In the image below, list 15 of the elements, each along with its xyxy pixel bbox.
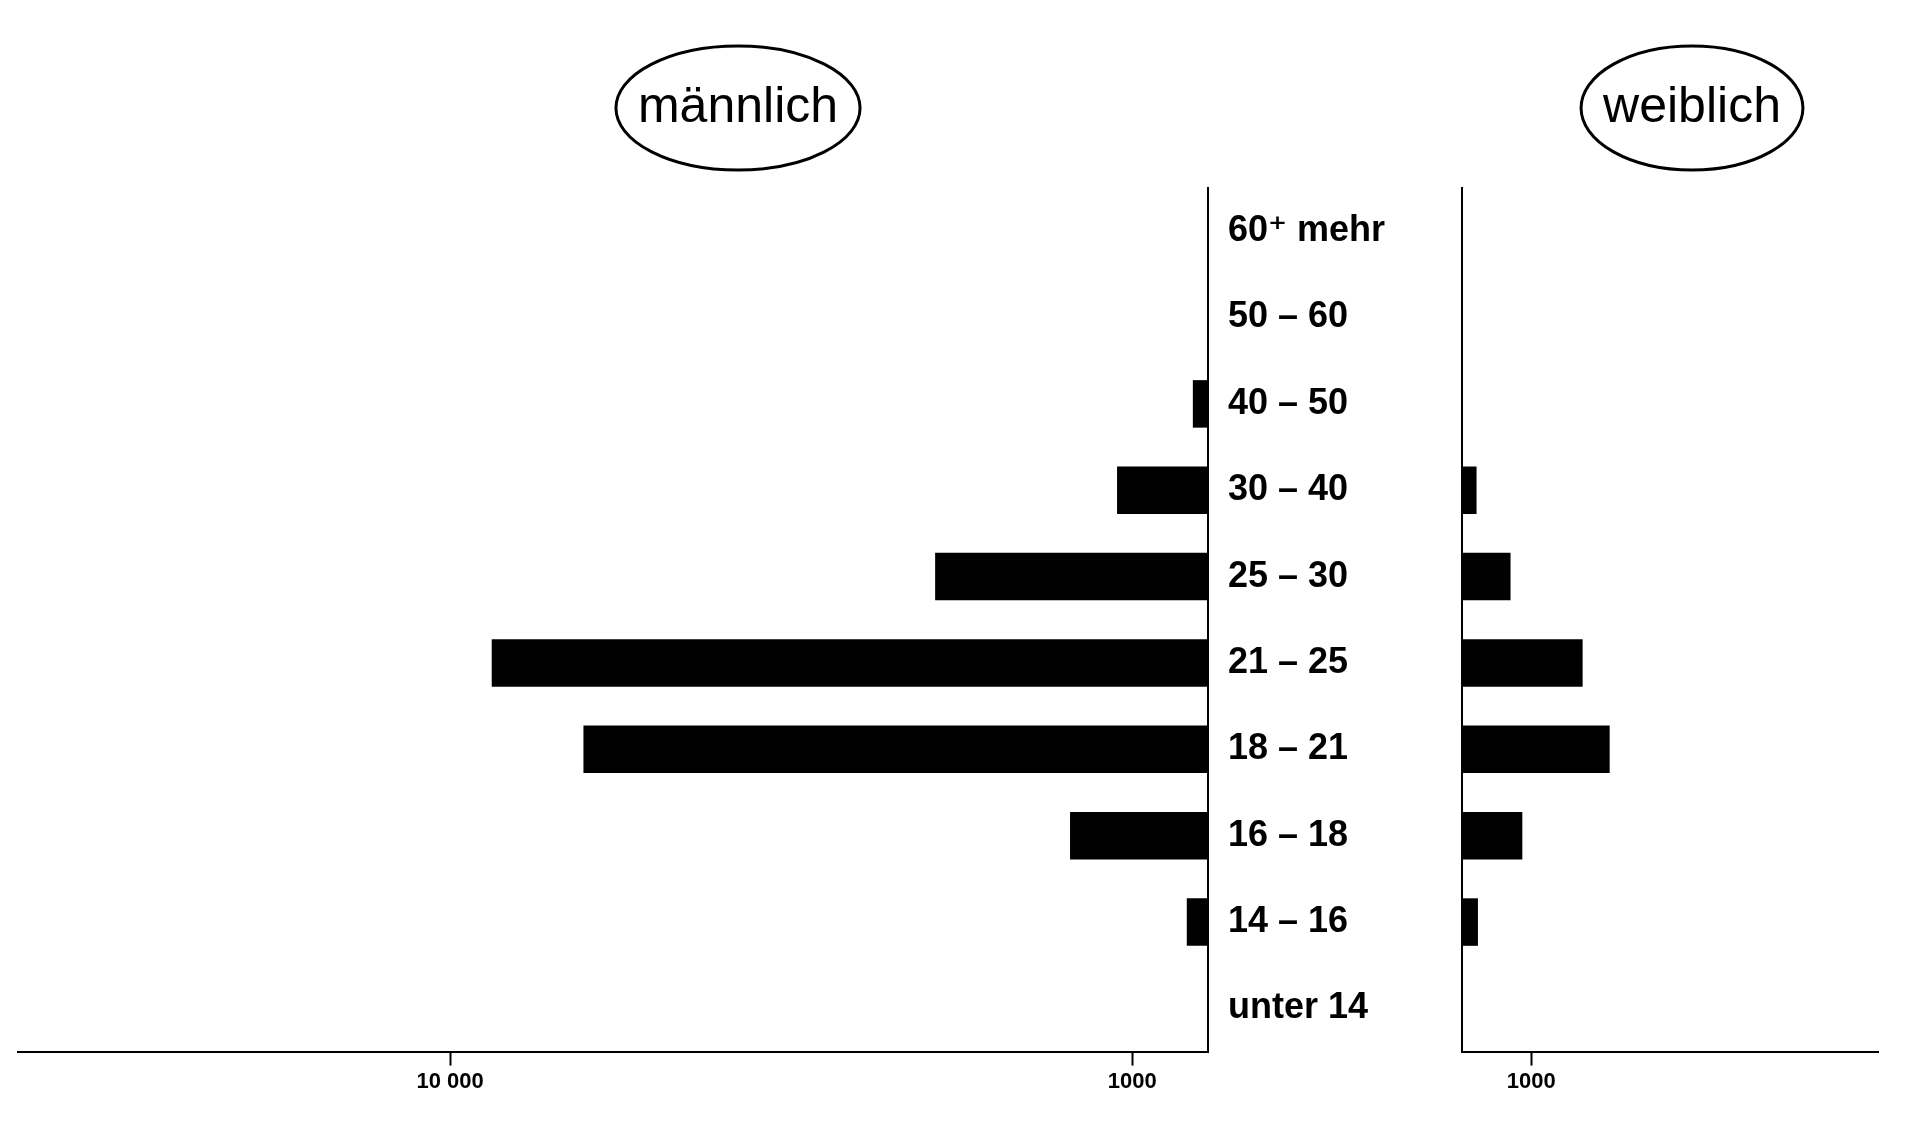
y-tick-label: 14 – 16 xyxy=(1228,898,1349,940)
y-tick-label: 25 – 30 xyxy=(1228,553,1349,595)
chart-title: männlich xyxy=(637,76,839,133)
chart-title: weiblich xyxy=(1602,76,1781,133)
y-tick-label: 30 – 40 xyxy=(1228,467,1349,509)
y-tick-label: 16 – 18 xyxy=(1228,812,1349,854)
x-tick-label: 1000 xyxy=(1506,1067,1556,1093)
y-tick-label: 60⁺ mehr xyxy=(1228,208,1386,250)
x-tick-label: 10 000 xyxy=(416,1067,484,1093)
y-tick-label: 18 – 21 xyxy=(1228,726,1349,768)
y-tick-label: unter 14 xyxy=(1228,985,1369,1027)
y-tick-label: 40 – 50 xyxy=(1228,380,1349,422)
y-tick-label: 50 – 60 xyxy=(1228,294,1349,336)
x-tick-label: 1000 xyxy=(1107,1067,1157,1093)
y-tick-label: 21 – 25 xyxy=(1228,639,1349,681)
